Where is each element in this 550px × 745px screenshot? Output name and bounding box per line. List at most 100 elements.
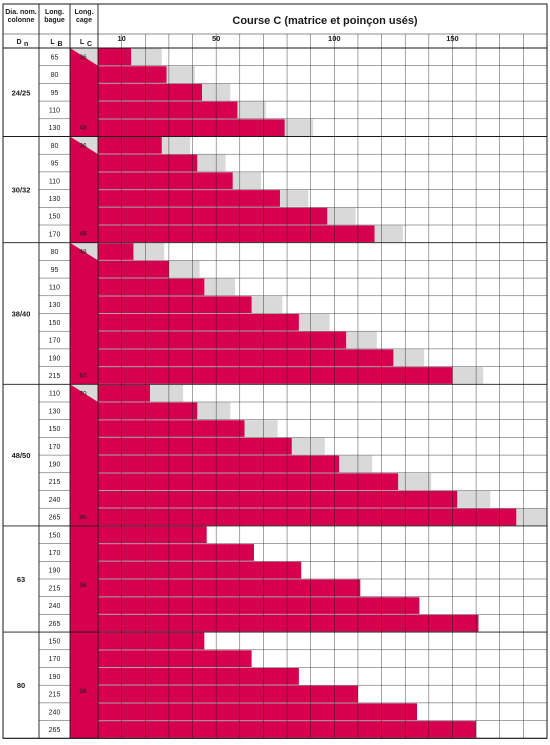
used-bar-2-4 — [98, 314, 299, 331]
length-label-2-3: 130 — [49, 302, 61, 309]
worn-bar-1-0 — [161, 137, 191, 154]
used-bar-2-1 — [98, 260, 169, 278]
length-label-3-1: 130 — [49, 408, 61, 415]
used-bar-1-3 — [98, 190, 280, 207]
group-label-0: 24/25 — [12, 88, 31, 97]
used-bar-1-5 — [98, 225, 375, 243]
length-header-line1: Long. — [45, 9, 64, 16]
used-bar-2-7 — [98, 367, 453, 384]
worn-bar-0-4 — [284, 119, 314, 136]
cage-top-label-0: 36 — [79, 54, 87, 61]
cage-fill-4 — [70, 525, 98, 633]
length-label-3-4: 190 — [49, 461, 61, 468]
diameter-symbol-sub: n — [24, 41, 28, 48]
worn-bar-3-6 — [457, 491, 491, 508]
used-bar-1-0 — [98, 137, 162, 154]
used-bar-5-4 — [98, 703, 418, 721]
length-label-1-1: 95 — [51, 161, 59, 168]
chart-background — [70, 48, 98, 739]
length-label-4-3: 215 — [49, 585, 61, 592]
group-label-3: 48/50 — [12, 451, 31, 460]
used-bar-4-0 — [98, 526, 207, 544]
cage-bottom-label-0: 48 — [79, 125, 87, 132]
length-label-4-5: 265 — [49, 621, 61, 628]
worn-bar-3-4 — [339, 455, 373, 473]
length-label-2-7: 215 — [49, 373, 61, 380]
used-bar-3-0 — [98, 384, 150, 402]
used-bar-2-0 — [98, 243, 134, 260]
length-label-1-0: 80 — [51, 143, 59, 150]
length-symbol-sub: B — [58, 41, 63, 48]
length-label-0-0: 65 — [51, 54, 59, 61]
used-bar-2-5 — [98, 331, 347, 349]
worn-bar-2-2 — [204, 278, 236, 296]
worn-bar-2-5 — [346, 331, 377, 349]
used-bar-0-3 — [98, 101, 238, 119]
cage-bottom-label-1: 48 — [79, 231, 87, 238]
length-label-0-2: 95 — [51, 90, 59, 97]
used-bar-2-3 — [98, 296, 252, 313]
group-label-5: 80 — [17, 681, 25, 690]
cage-wedge-2 — [70, 242, 98, 385]
length-label-4-0: 150 — [49, 532, 61, 539]
used-bar-4-5 — [98, 614, 479, 632]
length-symbol: L — [50, 39, 55, 46]
length-label-3-6: 240 — [49, 497, 61, 504]
length-label-5-1: 170 — [49, 656, 61, 663]
worn-bar-2-4 — [298, 314, 330, 331]
length-header-line2: bague — [44, 17, 65, 24]
used-bar-2-2 — [98, 278, 205, 296]
length-label-3-7: 265 — [49, 515, 61, 522]
used-bar-4-2 — [98, 561, 302, 579]
bars-layer — [98, 48, 547, 738]
length-label-2-1: 95 — [51, 267, 59, 274]
length-label-5-5: 265 — [49, 727, 61, 734]
length-label-2-0: 80 — [51, 249, 59, 256]
group-label-1: 30/32 — [12, 186, 31, 195]
used-bar-5-0 — [98, 632, 205, 650]
length-label-3-0: 110 — [49, 391, 60, 398]
cage-label-5: 98 — [79, 688, 87, 695]
used-bar-3-5 — [98, 473, 399, 490]
length-label-4-1: 170 — [49, 550, 61, 557]
worn-bar-1-3 — [279, 190, 309, 207]
x-tick-0: 10 — [117, 34, 125, 43]
cage-symbol-sub: C — [87, 41, 92, 48]
cage-top-label-3: 70 — [79, 390, 87, 397]
diameter-header-line2: colonne — [8, 17, 35, 24]
worn-bar-3-2 — [244, 420, 278, 437]
worn-bar-1-2 — [232, 172, 262, 190]
group-label-2: 38/40 — [12, 310, 31, 319]
cage-header-line2: cage — [76, 17, 92, 24]
length-label-1-4: 150 — [49, 214, 61, 221]
cage-symbol: L — [80, 39, 85, 46]
used-bar-0-2 — [98, 83, 202, 101]
x-tick-1: 50 — [212, 34, 220, 43]
worn-bar-3-0 — [149, 384, 184, 402]
used-bar-2-6 — [98, 349, 394, 367]
cage-bottom-label-2: 60 — [79, 372, 87, 379]
worn-bar-0-1 — [166, 66, 195, 83]
cage-header-line1: Long. — [74, 9, 93, 16]
used-bar-1-4 — [98, 207, 328, 225]
cage-wedge-1 — [70, 136, 98, 243]
worn-bar-2-3 — [251, 296, 283, 313]
used-bar-0-0 — [98, 48, 132, 66]
worn-bar-0-0 — [131, 48, 162, 66]
length-label-1-3: 130 — [49, 196, 61, 203]
length-label-3-3: 170 — [49, 444, 61, 451]
worn-bar-3-1 — [197, 402, 231, 420]
used-bar-0-4 — [98, 119, 285, 136]
worn-bar-0-3 — [237, 101, 266, 119]
worn-bar-3-5 — [398, 473, 432, 490]
used-bar-3-4 — [98, 455, 340, 473]
length-label-5-0: 150 — [49, 638, 61, 645]
length-label-3-2: 150 — [49, 426, 61, 433]
cage-fill-5 — [70, 632, 98, 739]
used-bar-3-1 — [98, 402, 198, 420]
length-label-1-5: 170 — [49, 231, 61, 238]
length-label-5-3: 215 — [49, 692, 61, 699]
worn-bar-1-5 — [374, 225, 403, 243]
